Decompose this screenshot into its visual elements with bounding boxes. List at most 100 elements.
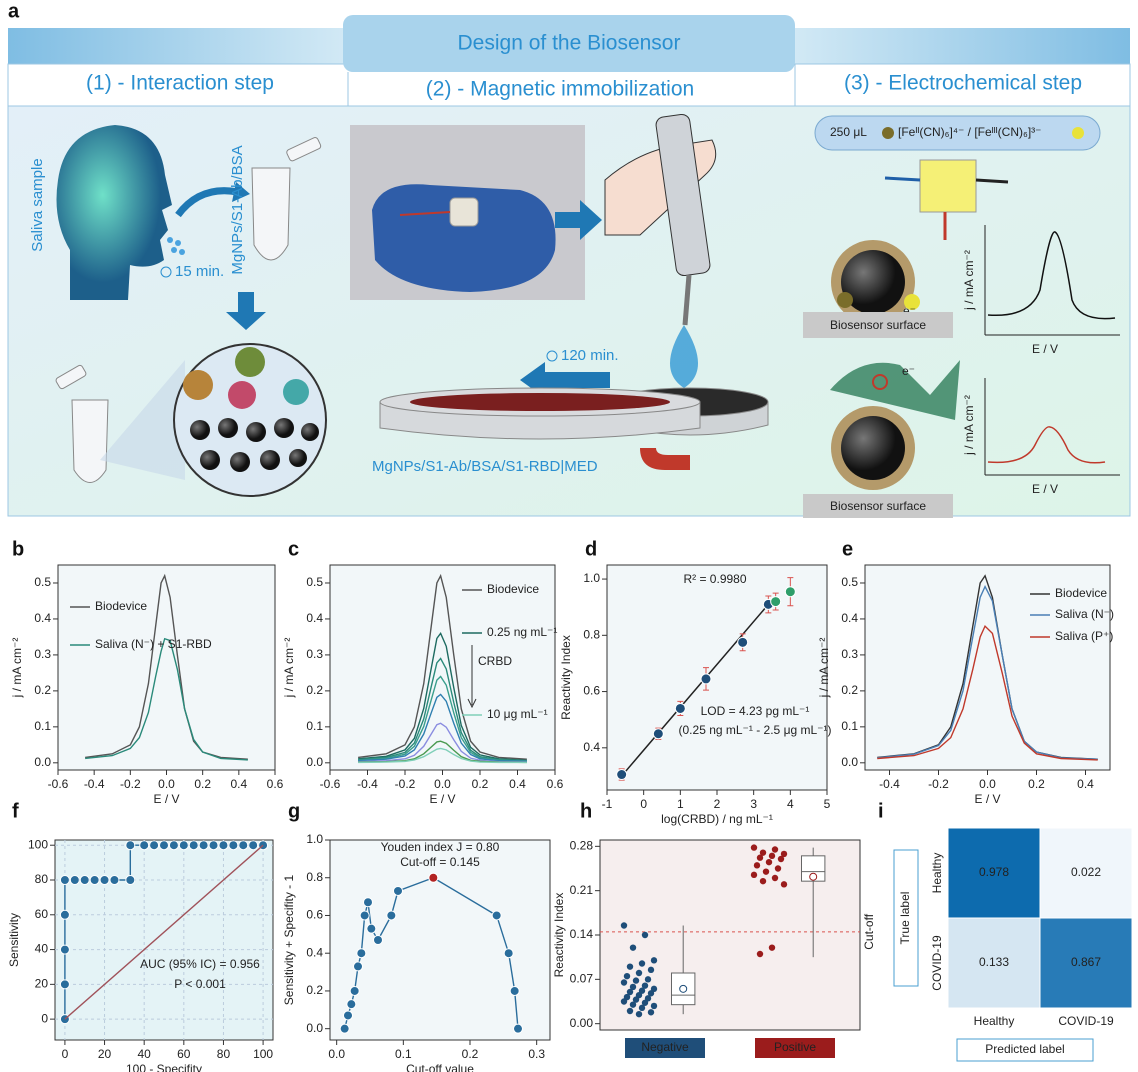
point: [623, 972, 631, 980]
x-tick-label: 0.2: [472, 777, 489, 791]
marker: [139, 840, 150, 851]
y-tick-label: 0.0: [841, 755, 858, 769]
panel-label: f: [12, 800, 19, 822]
marker: [339, 1023, 350, 1034]
label-box: [893, 849, 919, 987]
cell: [1039, 917, 1133, 1009]
point: [650, 957, 658, 964]
marker: [238, 840, 249, 851]
wire: [975, 178, 1009, 184]
x-tick-label: Negative: [641, 1040, 689, 1054]
cell: [947, 917, 1041, 1009]
inset-x-label: E / V: [1032, 482, 1058, 496]
surface-label: Biosensor surface: [830, 318, 926, 332]
probe-label: [Feᴵᴵ(CN)₆]⁴⁻ / [Feᴵᴵᴵ(CN)₆]³⁻: [898, 125, 1042, 139]
inset-x-label: E / V: [1032, 342, 1058, 356]
x-tick-label: 0.2: [194, 777, 211, 791]
y-tick-label: 0.2: [34, 683, 51, 697]
x-tick-label: -0.4: [357, 777, 378, 791]
marker: [356, 948, 367, 959]
arrow: [226, 292, 266, 330]
y-tick-label: 60: [35, 907, 49, 921]
y-tick-label: 0.6: [306, 908, 323, 922]
panel-label: e: [842, 538, 853, 560]
point: [620, 998, 628, 1005]
glove: [372, 184, 556, 292]
panel-label: a: [8, 0, 20, 22]
marker: [59, 875, 70, 885]
point: [753, 862, 761, 869]
marker: [373, 935, 383, 945]
point: [771, 874, 779, 882]
point: [641, 999, 649, 1006]
cell-label: 0.867: [1071, 955, 1101, 969]
marker: [366, 923, 377, 934]
electrode-label: MgNPs/S1-Ab/BSA/S1-RBD|MED: [372, 458, 598, 475]
marker: [491, 910, 502, 921]
marker: [386, 910, 397, 921]
plot-area: [329, 839, 551, 1041]
annotation: Youden index J = 0.80: [381, 840, 500, 854]
series-line: [85, 637, 248, 761]
y-tick-label: 40: [35, 942, 49, 956]
plot-area: [606, 564, 828, 791]
wire: [884, 176, 921, 182]
annotation: AUC (95% IC) = 0.956: [140, 957, 260, 971]
y-axis-label: Sensitivity + Specifity - 1: [282, 874, 296, 1005]
y-tick-label: 0.4: [34, 611, 51, 625]
arrow: [467, 645, 477, 709]
point: [647, 966, 655, 974]
point: [768, 852, 776, 860]
marker: [149, 840, 160, 851]
y-tick-label: 0.3: [34, 647, 51, 661]
x-tick-label: 0.3: [528, 1047, 545, 1061]
x-tick-label: 60: [177, 1047, 191, 1061]
marker: [218, 840, 229, 851]
annotation: LOD = 4.23 pg mL⁻¹: [701, 704, 810, 718]
marker: [89, 875, 100, 885]
title-tab: [343, 15, 795, 72]
point: [771, 846, 779, 853]
point: [638, 960, 646, 967]
clock-icon: [160, 266, 172, 278]
panel-label: d: [585, 538, 597, 560]
y-tick-label: 0.5: [841, 575, 858, 589]
marker: [198, 840, 209, 851]
surface-label: Biosensor surface: [830, 499, 926, 513]
probe-icon: [882, 127, 894, 139]
clock-icon: [546, 350, 558, 362]
sample-label: Saliva sample: [29, 158, 46, 251]
point: [626, 963, 634, 970]
y-tick-label: 0.07: [570, 972, 594, 986]
y-tick-label: 0.2: [841, 683, 858, 697]
category-box: [755, 1038, 835, 1058]
y-tick-label: 0.0: [34, 755, 51, 769]
y-tick-label: 0.4: [306, 945, 323, 959]
y-tick-label: 0.00: [570, 1016, 594, 1030]
point: [620, 922, 628, 929]
y-tick-label: 0.3: [841, 647, 858, 661]
marker: [363, 897, 373, 908]
y-tick-label: 1.0: [583, 571, 600, 585]
point: [737, 636, 749, 648]
panel-label: i: [878, 800, 884, 822]
point: [750, 871, 758, 879]
x-tick-label: 0.4: [509, 777, 526, 791]
cell: [1039, 827, 1133, 919]
inset-curve: [987, 426, 1106, 464]
inset-curve: [987, 231, 1116, 320]
x-axis-label: 100 - Specifity: [126, 1062, 202, 1072]
series-line: [358, 657, 527, 762]
point: [784, 586, 796, 598]
time-label: 15 min.: [175, 263, 224, 280]
y-tick-label: 1.0: [306, 832, 323, 846]
y-tick-label: 0.0: [306, 1021, 323, 1035]
column-label: Healthy: [974, 1014, 1015, 1028]
series-line: [358, 573, 527, 760]
charts: -0.6 -0.4 -0.2 0.0 0.2 0.4 0.6 0.0 0.1 0.2 0.3 0.4 0…: [7, 538, 1133, 1072]
marker: [168, 840, 179, 851]
point: [780, 850, 788, 858]
x-axis-label: Cut-off value: [406, 1062, 474, 1072]
block-icon: [872, 374, 888, 390]
x-axis-label: E / V: [429, 792, 455, 806]
